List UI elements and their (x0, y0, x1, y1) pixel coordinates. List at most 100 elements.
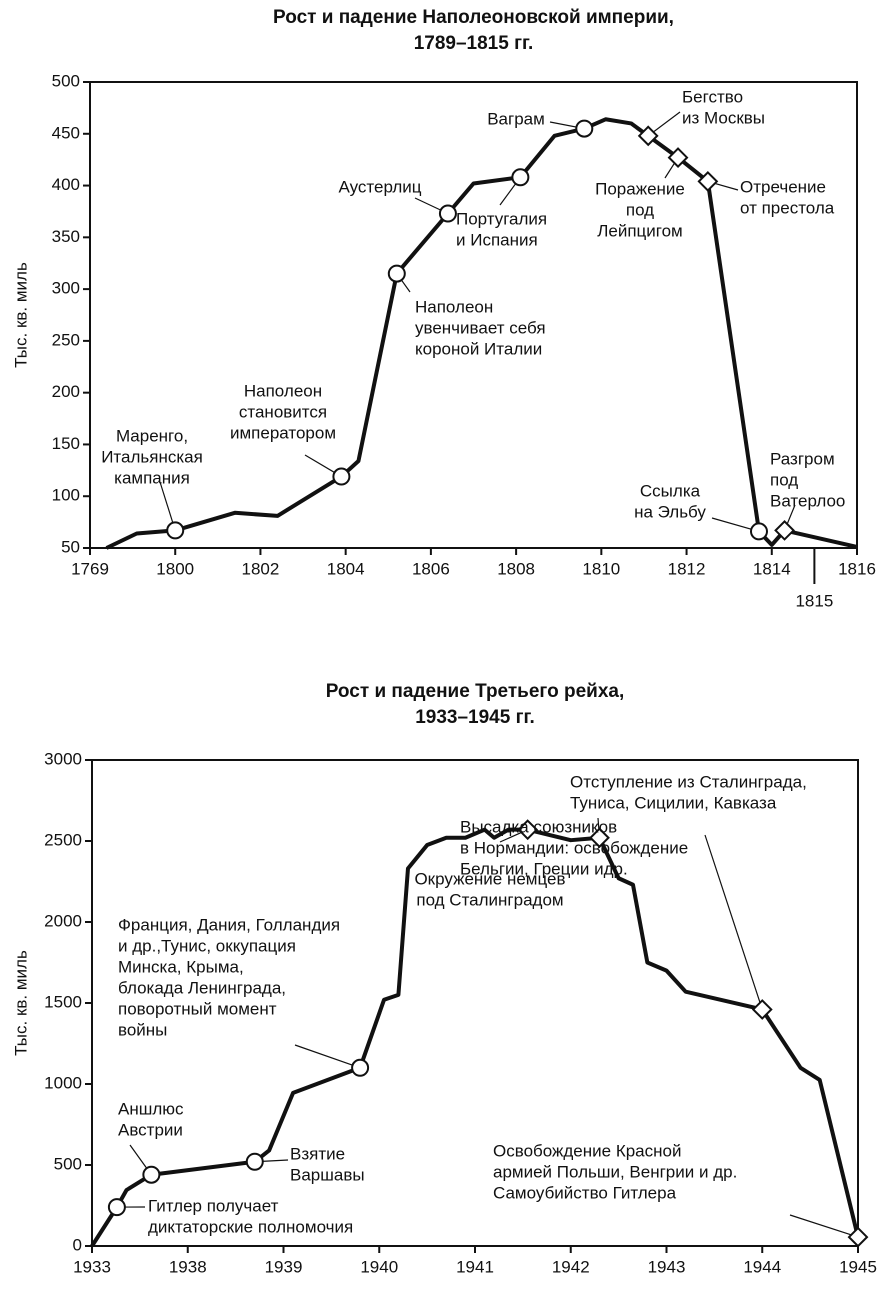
chart-subtitle: 1933–1945 гг. (415, 707, 535, 728)
annotation: Бегство (682, 87, 743, 106)
point-marker (142, 1165, 161, 1184)
annotation: и Испания (456, 230, 538, 249)
annotation: Минска, Крыма, (118, 957, 244, 976)
x-tick-label: 1816 (838, 559, 876, 578)
x-tick-label: 1942 (552, 1257, 590, 1276)
annotation: Ваграм (487, 109, 545, 128)
y-tick-label: 2000 (44, 911, 82, 930)
point-marker (637, 125, 659, 147)
x-tick-label: 1940 (360, 1257, 398, 1276)
chart-title: Рост и падение Наполеоновской империи, (273, 7, 674, 28)
annotation: становится (239, 402, 327, 421)
y-tick-label: 150 (52, 434, 80, 453)
y-tick-label: 450 (52, 123, 80, 142)
annotation: Аншлюс (118, 1099, 184, 1118)
y-tick-label: 0 (73, 1235, 82, 1254)
point-marker (575, 119, 594, 138)
annotation: Окружение немцев (414, 869, 565, 888)
annotation: поворотный момент (118, 999, 277, 1018)
y-tick-label: 500 (54, 1154, 82, 1173)
point-marker (774, 519, 795, 541)
annotation: войны (118, 1020, 167, 1039)
chart-title: Рост и падение Третьего рейха, (326, 681, 625, 702)
x-tick-label: 1806 (412, 559, 450, 578)
point-marker (166, 521, 185, 540)
y-tick-label: 100 (52, 486, 80, 505)
data-line (90, 827, 860, 1248)
annotation: под (770, 470, 798, 489)
x-tick-label: 1939 (265, 1257, 303, 1276)
annotation: блокада Ленинграда, (118, 978, 286, 997)
annotation: Австрии (118, 1120, 183, 1139)
x-tick-label: 1800 (156, 559, 194, 578)
annotation: Лейпцигом (597, 221, 683, 240)
chart-subtitle: 1789–1815 гг. (414, 33, 534, 54)
point-marker (589, 827, 610, 849)
annotation: диктаторские полномочия (148, 1217, 353, 1236)
annotation: Освобождение Красной (493, 1141, 681, 1160)
x-tick-label: 1804 (327, 559, 365, 578)
annotation: в Нормандии: освобождение (460, 838, 688, 857)
y-axis-label: Тыс. кв. миль (11, 262, 30, 368)
x-tick-label: 1769 (71, 559, 109, 578)
x-tick-label: 1802 (242, 559, 280, 578)
point-marker (847, 1226, 869, 1248)
annotation: из Москвы (682, 108, 765, 127)
point-marker (107, 1198, 126, 1217)
annotation: Высадка союзников (460, 817, 617, 836)
x-tick-label: 1812 (668, 559, 706, 578)
leader-line (294, 1044, 361, 1069)
y-tick-label: 3000 (44, 749, 82, 768)
annotation: Ссылка (640, 481, 701, 500)
annotation: увенчивает себя (415, 318, 546, 337)
x-tick-label: 1945 (839, 1257, 877, 1276)
point-marker (332, 467, 351, 486)
x-tick-label: 1944 (743, 1257, 781, 1276)
annotation: Итальянская (101, 447, 203, 466)
annotation: Маренго, (116, 426, 188, 445)
y-tick-label: 200 (52, 382, 80, 401)
annotation: императором (230, 423, 336, 442)
y-tick-label: 1000 (44, 1073, 82, 1092)
leader-line (704, 834, 763, 1010)
point-marker (245, 1152, 264, 1171)
annotation: Поражение (595, 179, 685, 198)
annotation: Франция, Дания, Голландия (118, 915, 340, 934)
annotation: на Эльбу (634, 502, 706, 521)
annotation: от престола (740, 198, 835, 217)
annotation: Отречение (740, 177, 826, 196)
annotation: Отступление из Сталинграда, (570, 772, 807, 791)
point-marker (511, 168, 530, 187)
x-tick-label: 1808 (497, 559, 535, 578)
point-marker (667, 147, 689, 169)
y-tick-label: 350 (52, 227, 80, 246)
annotation: Португалия (456, 209, 547, 228)
y-tick-label: 500 (52, 71, 80, 90)
point-marker (697, 170, 719, 192)
y-tick-label: 250 (52, 330, 80, 349)
x-tick-label: 1941 (456, 1257, 494, 1276)
leader-line (789, 1214, 859, 1238)
point-marker (751, 999, 773, 1020)
y-tick-label: 300 (52, 279, 80, 298)
annotation: и др.,Тунис, оккупация (118, 936, 296, 955)
annotation: Аустерлиц (338, 177, 421, 196)
x-tick-label: 1943 (648, 1257, 686, 1276)
annotation: Взятие (290, 1144, 345, 1163)
annotation: короной Италии (415, 339, 542, 358)
annotation: Разгром (770, 449, 835, 468)
annotation: Наполеон (244, 381, 322, 400)
annotation: Гитлер получает (148, 1196, 279, 1215)
annotation: армией Польши, Венгрии и др. (493, 1162, 737, 1181)
annotation: Самоубийство Гитлера (493, 1183, 677, 1202)
y-tick-label: 400 (52, 175, 80, 194)
y-tick-label: 50 (61, 537, 80, 556)
x-tick-label: 1814 (753, 559, 791, 578)
annotation: Бельгии, Греции идр. (460, 859, 628, 878)
point-marker (438, 204, 457, 223)
plot-frame (89, 81, 858, 549)
x-tick-label: 1815 (795, 591, 833, 610)
point-marker (387, 264, 406, 283)
annotation: под (626, 200, 654, 219)
